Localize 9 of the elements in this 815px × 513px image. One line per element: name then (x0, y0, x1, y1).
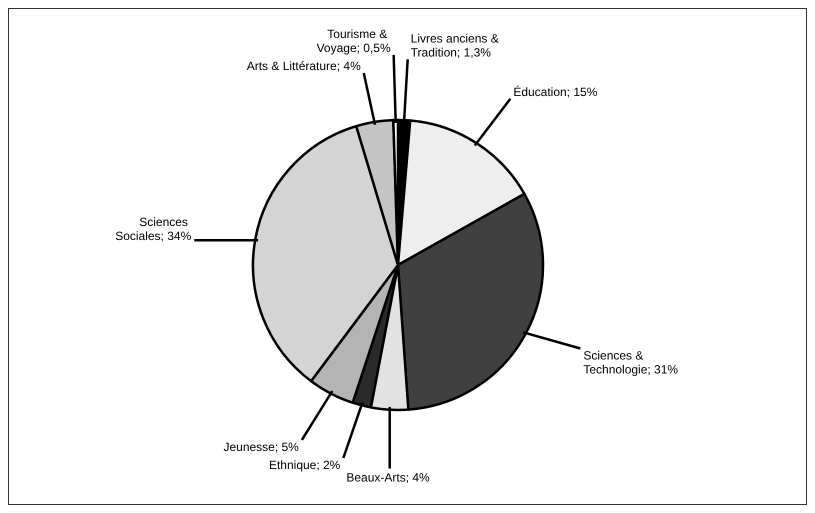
slice-label: Ethnique; 2% (268, 458, 341, 472)
slice-label: Tourisme & Voyage; 0,5% (316, 26, 391, 55)
slice-label: Arts & Littérature; 4% (246, 58, 362, 73)
slice-label: Livres anciens & Tradition; 1,3% (410, 31, 502, 60)
slice-label: Beaux-Arts; 4% (346, 470, 430, 485)
slice-label: Sciences & Technologie; 31% (583, 348, 678, 376)
slice-label: Sciences Sociales; 34% (115, 215, 192, 244)
slice-label: Jeunesse; 5% (223, 440, 300, 454)
slice-label: Éducation; 15% (513, 84, 598, 99)
